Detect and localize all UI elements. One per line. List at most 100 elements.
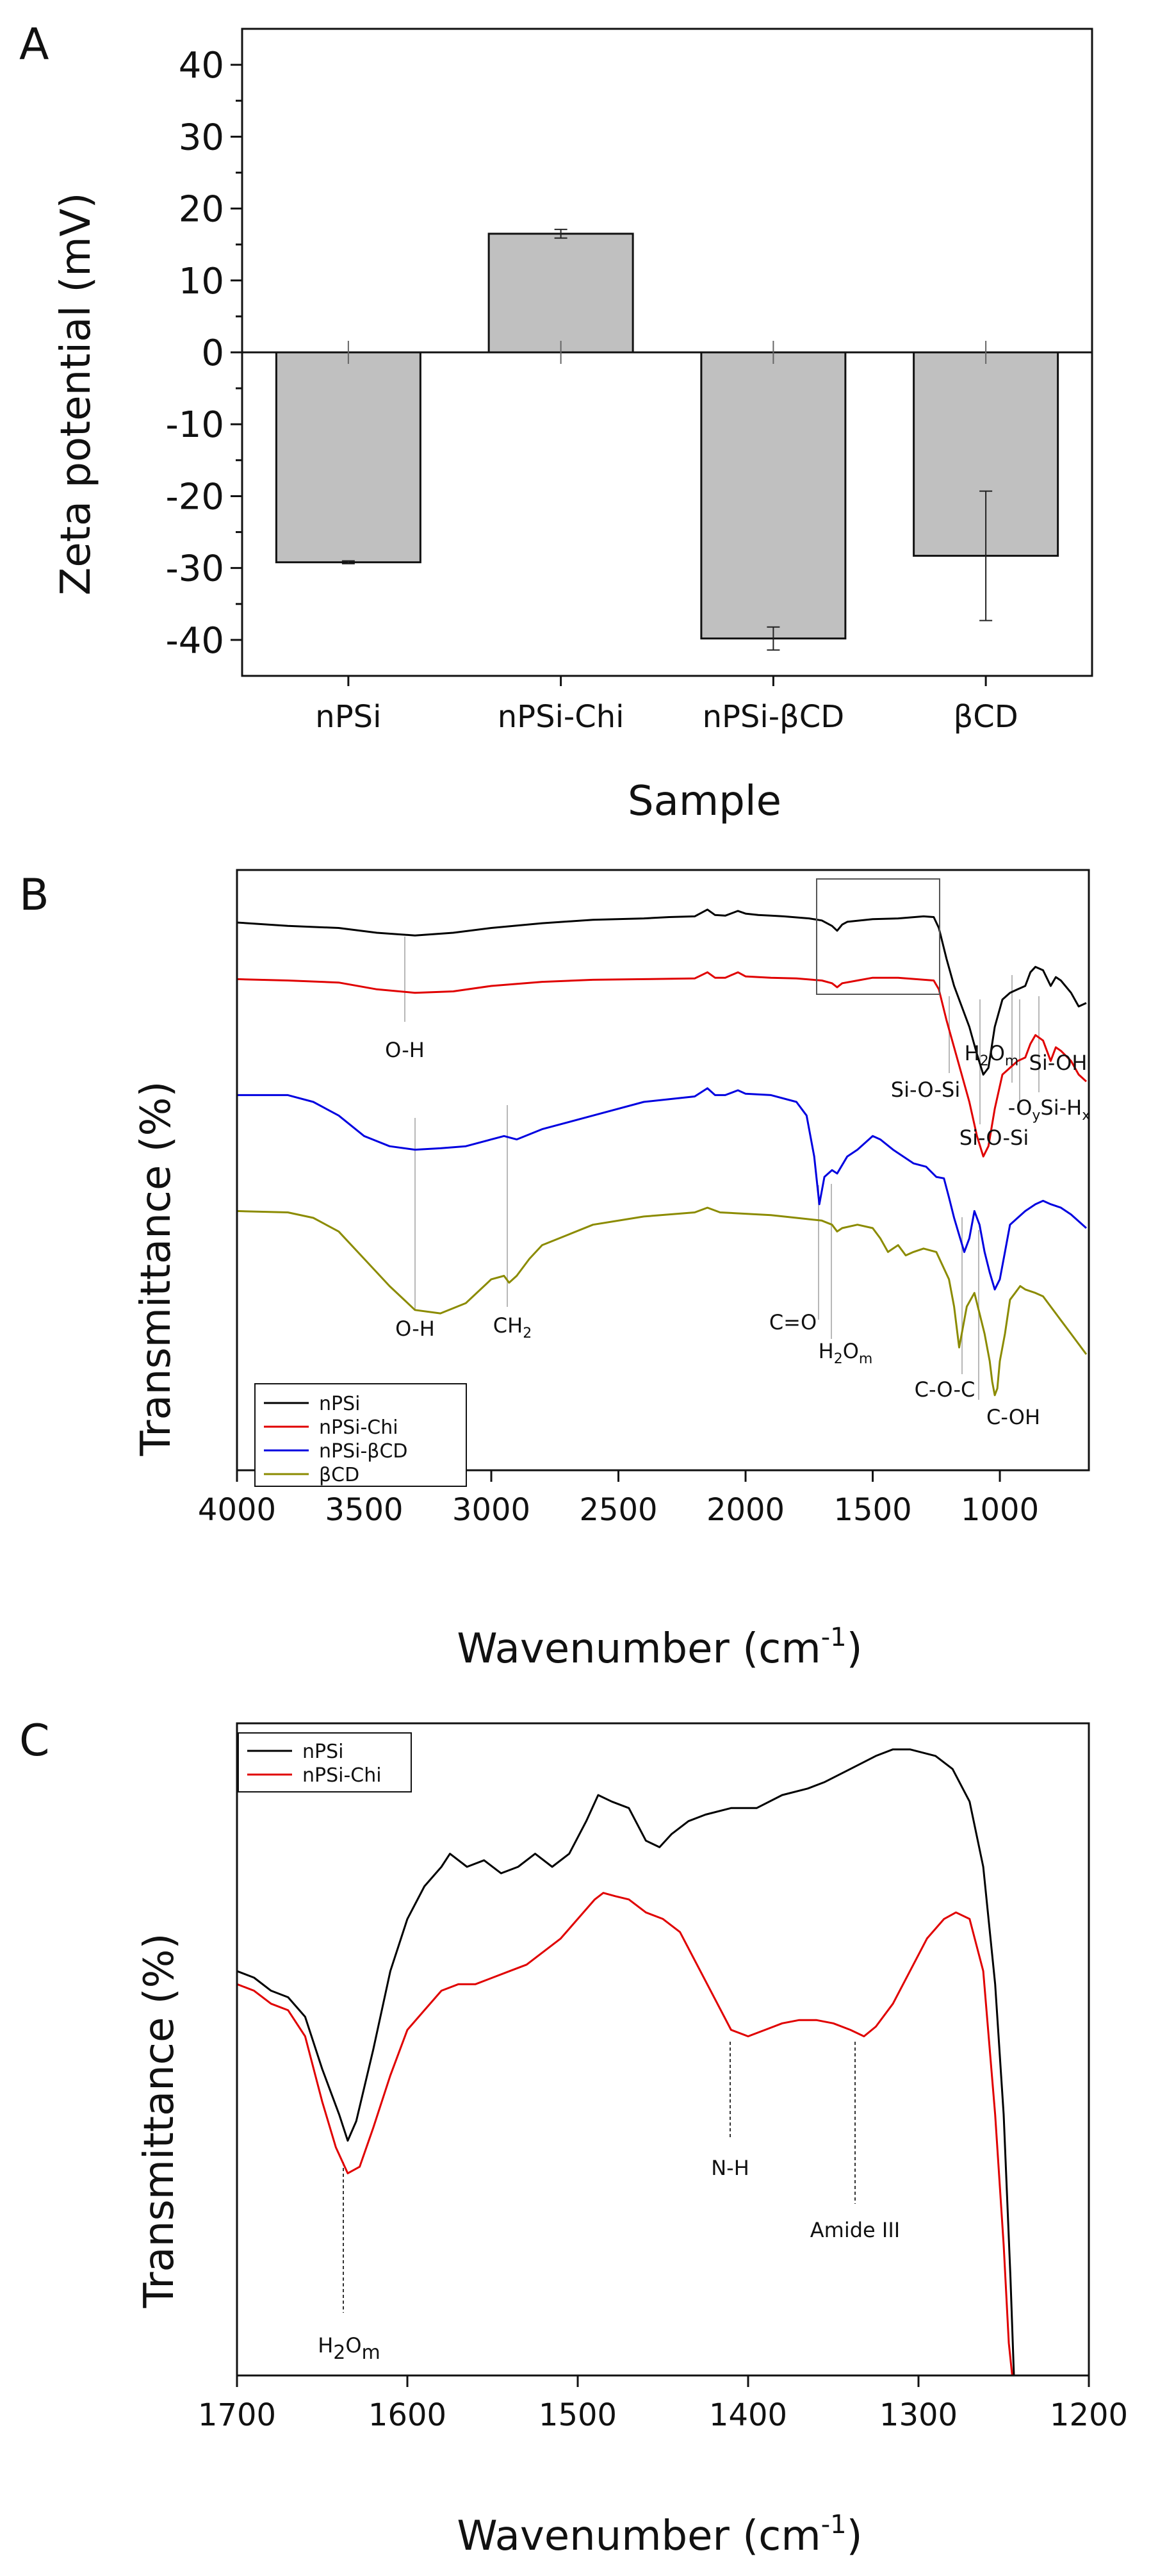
peak-label-h2o-1: H2Om	[965, 1041, 1019, 1069]
y-tick-label: 40	[179, 45, 224, 86]
error-bar-npsi-betacd	[767, 626, 780, 651]
x-tick-label: 1600	[368, 2397, 446, 2433]
panel-c-ftir-zoom: C 1700 1600 1500 1400 1300 1200 N-H Amide III…	[19, 1716, 1128, 2560]
h2o-1-subm: m	[1005, 1053, 1018, 1069]
legend-label-npsi-chi: nPSi-Chi	[319, 1416, 398, 1439]
c-h2o-sub2: 2	[333, 2342, 345, 2364]
y-tick-label: -30	[166, 548, 224, 590]
panel-b-xlabel-close: )	[847, 1625, 863, 1673]
category-label-npsi-chi: nPSi-Chi	[498, 699, 624, 735]
c-h2o-o: O	[345, 2333, 361, 2358]
x-tick-label: 1500	[833, 1492, 911, 1528]
x-tick-label: 1000	[961, 1492, 1039, 1528]
y-tick-label: 10	[179, 261, 224, 302]
bar-npsi-betacd	[700, 351, 847, 640]
zoom-region-box	[816, 878, 940, 995]
panel-c-letter: C	[19, 1716, 49, 1766]
category-label-betacd: βCD	[954, 699, 1018, 735]
panel-c-peak-annotations: N-H Amide III H2Om	[318, 2156, 900, 2364]
panel-b-y-axis-label: Transmittance (%)	[133, 1081, 180, 1457]
panel-c-x-axis-label: Wavenumber (cm-1)	[457, 2510, 862, 2560]
y-tick-label: 30	[179, 117, 224, 158]
series-line-npsi	[236, 908, 1087, 1076]
bar-npsi	[275, 351, 421, 564]
category-label-npsi: nPSi	[315, 699, 381, 735]
ch2-sub: 2	[523, 1325, 532, 1341]
peak-label-siosi-1: Si-O-Si	[891, 1078, 960, 1102]
peak-label-h2o: H2Om	[318, 2333, 380, 2364]
panel-b-ftir-spectra: B 4000 3500 3000 2500 2000 1500 1000 O-H H2Om …	[19, 869, 1090, 1673]
x-tick-label: 1400	[709, 2397, 787, 2433]
series-line-npsi-chi	[236, 971, 1088, 1158]
h2o-1-o: O	[989, 1041, 1005, 1065]
series-line-npsi-chi	[236, 1892, 1013, 2376]
oysihx-y: y	[1032, 1108, 1040, 1124]
peak-label-co: C=O	[769, 1310, 817, 1334]
panel-b-legend-box	[254, 1383, 467, 1487]
panel-c-xlabel-close: )	[847, 2513, 863, 2560]
panel-b-series-lines	[236, 908, 1088, 1397]
x-tick-label: 3000	[452, 1492, 530, 1528]
x-tick-label: 3500	[325, 1492, 403, 1528]
y-tick-label: -40	[166, 620, 224, 662]
category-label-npsi-betacd: nPSi-βCD	[703, 699, 845, 735]
legend-label-npsi: nPSi	[319, 1393, 360, 1415]
panel-a-y-ticks: 40 30 20 10 0 -10 -20 -30 -40	[166, 45, 242, 662]
panel-b-letter: B	[19, 870, 49, 921]
panel-b-x-ticks: 4000 3500 3000 2500 2000 1500 1000	[198, 1470, 1039, 1528]
panel-b-peak-annotations: O-H H2Om Si-O-Si Si-OH -OySi-Hx Si-O-Si …	[385, 1038, 1090, 1429]
peak-label-sioh: Si-OH	[1029, 1051, 1088, 1075]
h2o-1-sub2: 2	[980, 1053, 989, 1069]
panel-c-xlabel-sup: -1	[821, 2510, 847, 2539]
panel-c-legend-box	[238, 1732, 412, 1793]
panel-a-x-ticks: nPSi nPSi-Chi nPSi-βCD βCD	[315, 341, 1018, 735]
peak-label-amide-iii: Amide III	[810, 2218, 900, 2242]
x-tick-label: 1500	[539, 2397, 617, 2433]
panel-b-plot-frame	[236, 869, 1090, 1472]
error-bar-npsi	[341, 560, 355, 564]
panel-c-series-lines	[236, 1748, 1015, 2376]
x-tick-label: 1700	[198, 2397, 276, 2433]
panel-a-x-axis-label: Sample	[628, 778, 781, 825]
oysihx-b: Si-H	[1040, 1095, 1082, 1120]
peak-label-coh: C-OH	[986, 1405, 1040, 1429]
panel-a-y-axis-label: Zeta potential (mV)	[53, 193, 100, 596]
x-tick-label: 1200	[1050, 2397, 1128, 2433]
h2o-2-o: O	[843, 1339, 859, 1363]
panel-c-xlabel-main: Wavenumber (cm	[457, 2513, 820, 2560]
bar-npsi-chi	[487, 233, 634, 354]
h2o-2-sub2: 2	[834, 1351, 843, 1367]
x-tick-label: 1300	[879, 2397, 958, 2433]
legend-label-npsi-betacd: nPSi-βCD	[319, 1440, 408, 1463]
legend-label-npsi-chi: nPSi-Chi	[302, 1764, 382, 1787]
peak-label-nh: N-H	[711, 2156, 749, 2180]
oysihx-x: x	[1082, 1108, 1090, 1124]
y-tick-label: 20	[179, 189, 224, 231]
ch2-main: CH	[493, 1313, 523, 1338]
x-tick-label: 2500	[579, 1492, 657, 1528]
legend-label-betacd: βCD	[319, 1464, 359, 1486]
peak-label-coc: C-O-C	[915, 1377, 975, 1402]
legend-label-npsi: nPSi	[302, 1741, 343, 1763]
zeta-error-bars	[341, 229, 993, 651]
h2o-2-h: H	[819, 1339, 834, 1363]
peak-label-ch2: CH2	[493, 1313, 532, 1341]
panel-b-xlabel-sup: -1	[821, 1623, 847, 1652]
panel-c-y-axis-label: Transmittance (%)	[136, 1933, 183, 2309]
y-tick-label: -10	[166, 404, 224, 446]
c-h2o-subm: m	[362, 2342, 380, 2364]
series-line-betacd	[236, 1206, 1088, 1397]
zeta-bars	[275, 233, 1059, 640]
h2o-2-subm: m	[859, 1351, 872, 1367]
error-bar-betacd	[979, 490, 993, 621]
peak-label-siosi-2: Si-O-Si	[959, 1126, 1029, 1150]
series-line-npsi-betacd	[237, 1087, 1087, 1291]
h2o-1-h: H	[965, 1041, 980, 1065]
c-h2o-h: H	[318, 2333, 333, 2358]
peak-label-oysihx: -OySi-Hx	[1008, 1095, 1091, 1124]
panel-a-letter: A	[19, 19, 49, 70]
error-bar-npsi-chi	[554, 229, 567, 239]
